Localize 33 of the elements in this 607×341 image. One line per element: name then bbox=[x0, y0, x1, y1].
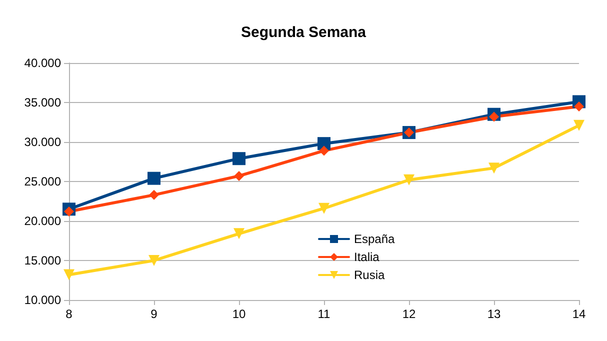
point bbox=[488, 162, 500, 174]
point bbox=[64, 206, 74, 217]
point bbox=[489, 112, 499, 122]
legend-label: Italia bbox=[354, 250, 380, 264]
point bbox=[319, 146, 329, 156]
point bbox=[234, 170, 244, 181]
point bbox=[574, 101, 584, 112]
y-tick-label: 10.000 bbox=[24, 293, 62, 307]
point bbox=[149, 190, 159, 200]
x-tick-label: 8 bbox=[66, 307, 73, 321]
point bbox=[148, 172, 160, 185]
x-tick-label: 11 bbox=[318, 307, 331, 321]
x-tick-label: 9 bbox=[150, 307, 158, 321]
point bbox=[234, 228, 244, 240]
y-tick-label: 40.000 bbox=[24, 56, 62, 70]
point bbox=[64, 269, 74, 280]
point bbox=[232, 152, 246, 166]
x-tick-label: 10 bbox=[232, 307, 246, 321]
point bbox=[148, 255, 160, 266]
y-tick-label: 15.000 bbox=[24, 254, 62, 268]
y-tick-label: 20.000 bbox=[24, 214, 62, 228]
x-tick-label: 13 bbox=[487, 307, 501, 321]
point bbox=[318, 202, 330, 214]
y-tick-label: 35.000 bbox=[24, 96, 62, 110]
y-tick-label: 30.000 bbox=[24, 135, 62, 149]
point bbox=[404, 174, 414, 186]
y-tick-label: 25.000 bbox=[24, 174, 62, 188]
legend-label: España bbox=[354, 232, 396, 246]
legend-label: Rusia bbox=[354, 268, 386, 282]
chart-title: Segunda Semana bbox=[240, 24, 367, 41]
point bbox=[574, 120, 584, 131]
x-tick-label: 12 bbox=[402, 307, 416, 321]
x-tick-label: 14 bbox=[572, 307, 586, 321]
